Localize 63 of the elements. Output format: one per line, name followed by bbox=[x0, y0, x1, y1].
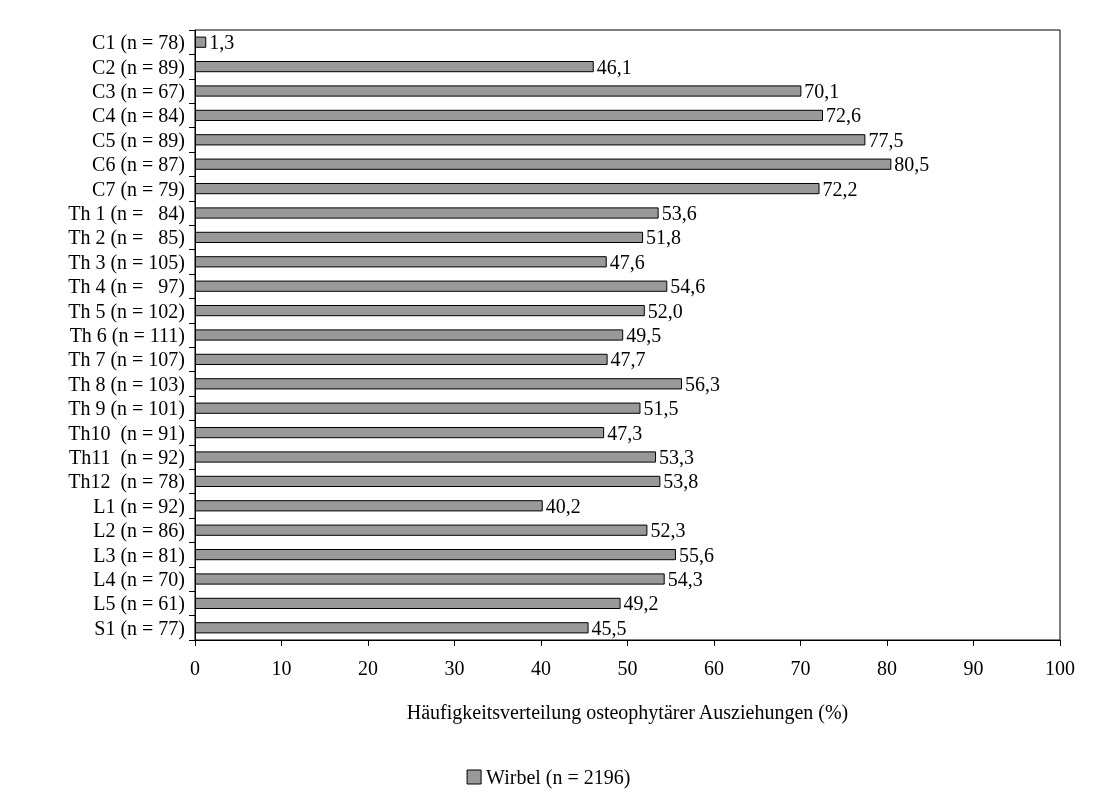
data-label: 51,5 bbox=[643, 397, 679, 420]
data-label: 80,5 bbox=[894, 153, 930, 176]
y-tick-label: Th 9 (n = 101) bbox=[68, 397, 185, 421]
data-label: 54,3 bbox=[667, 568, 703, 590]
y-tick-label: Th 7 (n = 107) bbox=[68, 348, 185, 372]
y-tick-label: C7 (n = 79) bbox=[92, 177, 185, 201]
data-label: 51,8 bbox=[646, 226, 682, 249]
y-tick-label: C6 (n = 87) bbox=[92, 153, 185, 177]
data-label: 47,7 bbox=[610, 348, 646, 371]
x-tick-label: 40 bbox=[531, 657, 551, 679]
data-label: 47,3 bbox=[607, 421, 643, 444]
data-label: 53,6 bbox=[661, 202, 697, 224]
y-tick-label: S1 (n = 77) bbox=[94, 616, 185, 640]
x-tick-label: 90 bbox=[963, 657, 984, 679]
x-tick-label: 50 bbox=[617, 657, 638, 679]
y-tick-label: Th 6 (n = 111) bbox=[69, 324, 185, 347]
y-tick-label: Th 1 (n = 84) bbox=[68, 202, 185, 225]
x-tick-label: 0 bbox=[190, 657, 200, 679]
data-label: 54,6 bbox=[670, 275, 706, 298]
y-tick-label: Th 8 (n = 103) bbox=[68, 372, 185, 396]
data-label: 72,6 bbox=[825, 104, 861, 127]
x-tick-label: 60 bbox=[704, 657, 724, 679]
y-tick-label: C3 (n = 67) bbox=[92, 80, 185, 103]
y-tick-label: C4 (n = 84) bbox=[92, 104, 185, 128]
data-label: 46,1 bbox=[596, 55, 632, 78]
y-tick-label: Th 2 (n = 85) bbox=[68, 226, 185, 250]
y-tick-label: Th11 (n = 92) bbox=[68, 446, 185, 469]
y-tick-label: L1 (n = 92) bbox=[93, 494, 185, 518]
x-tick-label: 20 bbox=[358, 657, 378, 679]
x-tick-label: 10 bbox=[271, 657, 292, 679]
y-tick-label: L4 (n = 70) bbox=[93, 568, 185, 591]
data-label: 52,0 bbox=[647, 299, 683, 322]
data-label: 53,8 bbox=[663, 470, 699, 493]
y-tick-label: L5 (n = 61) bbox=[93, 592, 185, 616]
data-label: 49,2 bbox=[623, 592, 659, 615]
x-axis-title: Häufigkeitsverteilung osteophytärer Ausziehungen (%) bbox=[406, 701, 849, 724]
data-label: 77,5 bbox=[868, 128, 904, 151]
data-label: 72,2 bbox=[822, 177, 858, 200]
x-tick-label: 80 bbox=[877, 657, 897, 679]
legend-label: Wirbel (n = 2196) bbox=[486, 766, 631, 789]
x-tick-label: 100 bbox=[1045, 657, 1075, 679]
x-tick-label: 30 bbox=[444, 657, 465, 679]
data-label: 47,6 bbox=[609, 250, 645, 273]
data-label: 70,1 bbox=[804, 80, 840, 102]
x-tick-label: 70 bbox=[790, 657, 811, 679]
y-tick-label: L2 (n = 86) bbox=[93, 519, 185, 543]
y-tick-label: C5 (n = 89) bbox=[92, 128, 185, 152]
y-tick-label: C2 (n = 89) bbox=[92, 55, 185, 79]
y-tick-label: C1 (n = 78) bbox=[92, 31, 185, 55]
data-label: 53,3 bbox=[659, 446, 695, 468]
y-tick-label: Th10 (n = 91) bbox=[68, 421, 185, 445]
y-tick-label: Th 3 (n = 105) bbox=[68, 250, 185, 274]
y-tick-label: L3 (n = 81) bbox=[93, 543, 185, 567]
data-label: 49,5 bbox=[626, 324, 662, 346]
y-tick-label: Th 4 (n = 97) bbox=[68, 275, 185, 299]
data-label: 56,3 bbox=[684, 372, 720, 395]
data-label: 1,3 bbox=[209, 31, 235, 54]
y-tick-label: Th 5 (n = 102) bbox=[68, 299, 185, 323]
data-label: 55,6 bbox=[678, 543, 714, 566]
y-tick-label: Th12 (n = 78) bbox=[68, 470, 185, 494]
data-label: 45,5 bbox=[591, 616, 627, 639]
data-label: 52,3 bbox=[650, 519, 686, 542]
data-label: 40,2 bbox=[545, 494, 581, 517]
